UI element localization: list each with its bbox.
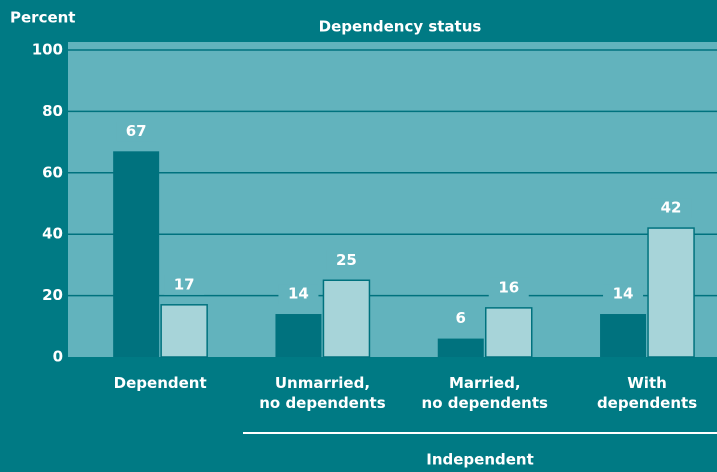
bar: [113, 151, 160, 357]
y-tick-label: 20: [42, 286, 63, 304]
x-tick-label-line: no dependents: [422, 394, 548, 412]
value-label: 14: [288, 285, 309, 303]
x-tick-label-line: Unmarried,: [275, 374, 370, 392]
value-label: 14: [613, 285, 634, 303]
x-tick-label-line: Dependent: [114, 374, 207, 392]
value-label: 6: [456, 309, 466, 327]
value-label: 17: [174, 275, 195, 293]
y-tick-label: 40: [42, 225, 63, 243]
value-label: 16: [498, 278, 519, 296]
bar: [437, 338, 484, 357]
y-tick-label: 0: [53, 348, 63, 366]
value-label-bg: [651, 198, 692, 219]
x-tick-label-line: Married,: [449, 374, 521, 392]
bar: [275, 314, 322, 357]
x-tick-label-line: no dependents: [259, 394, 385, 412]
y-tick-label: 80: [42, 102, 63, 120]
x-tick-label-line: dependents: [597, 394, 697, 412]
x-tick-label: With dependents: [597, 374, 697, 412]
value-label-bg: [164, 274, 205, 295]
bar: [485, 307, 533, 358]
value-label-bg: [326, 250, 367, 271]
value-label-bg: [278, 284, 319, 305]
value-label-bg: [116, 121, 157, 142]
x-tick-label: Dependent: [114, 374, 207, 392]
bar: [160, 304, 208, 358]
value-label: 67: [126, 122, 147, 140]
x-tick-label: Unmarried, no dependents: [259, 374, 385, 412]
x-tick-label: Married, no dependents: [422, 374, 548, 412]
bar: [647, 227, 695, 358]
bar: [600, 314, 647, 357]
value-label-bg: [488, 277, 529, 298]
y-axis-label: Percent: [10, 9, 75, 27]
value-label: 42: [661, 199, 682, 217]
y-tick-label: 100: [32, 41, 63, 59]
y-tick-label: 60: [42, 163, 63, 181]
chart-title: Dependency status: [319, 18, 482, 36]
value-label: 25: [336, 251, 357, 269]
value-label-bg: [440, 308, 481, 329]
bar: [322, 279, 371, 358]
value-label-bg: [603, 284, 644, 305]
group-label: Independent: [426, 451, 534, 469]
x-tick-label-line: With: [627, 374, 667, 392]
